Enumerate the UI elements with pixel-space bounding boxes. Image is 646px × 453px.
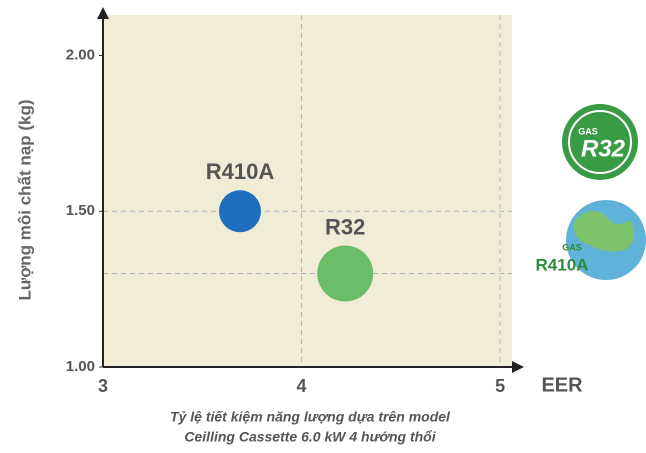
y-tick-label: 2.00: [66, 46, 95, 63]
badge: GAS R32: [562, 104, 638, 180]
point-label: R410A: [206, 159, 275, 184]
x-tick-label: 5: [495, 376, 505, 396]
caption: Tỷ lệ tiết kiệm năng lượng dựa trên mode…: [170, 409, 451, 425]
x-axis-label: EER: [541, 374, 583, 396]
caption: Ceilling Cassette 6.0 kW 4 hướng thổi: [184, 429, 436, 445]
x-tick-label: 4: [297, 376, 307, 396]
badge-top: GAS: [562, 242, 582, 252]
plot-background: [103, 15, 512, 367]
badge: GAS R410A: [536, 200, 646, 280]
point-label: R32: [325, 214, 365, 239]
point: [219, 190, 261, 232]
y-axis-label: Lượng môi chất nạp (kg): [15, 99, 34, 300]
y-axis-arrow: [97, 7, 109, 19]
point: [317, 246, 373, 302]
y-tick-label: 1.00: [66, 358, 95, 375]
plot: 3 4 5 1.00 1.50 2.00 R410A R32: [66, 7, 524, 396]
chart: 3 4 5 1.00 1.50 2.00 R410A R32 Lượng môi chất n…: [0, 0, 646, 453]
x-tick-label: 3: [98, 376, 108, 396]
badge-main: R410A: [536, 255, 589, 274]
y-tick-label: 1.50: [66, 202, 95, 219]
x-axis-arrow: [512, 361, 524, 373]
badge-main: R32: [581, 135, 626, 162]
